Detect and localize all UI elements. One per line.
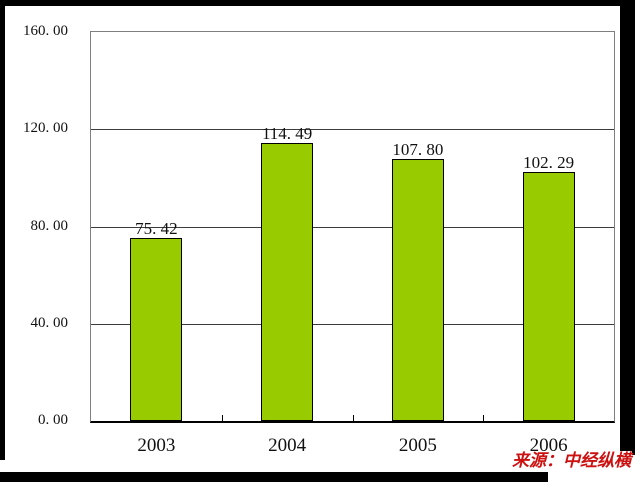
bar-2005 bbox=[391, 158, 444, 421]
gridline-80 bbox=[91, 226, 614, 228]
bar-value-label: 107. 80 bbox=[392, 139, 444, 159]
bar-2006 bbox=[522, 172, 575, 421]
y-axis-label-120: 120. 00 bbox=[23, 120, 68, 137]
bar-value-label: 114. 49 bbox=[261, 123, 313, 143]
x-axis-tick bbox=[352, 415, 354, 421]
x-axis-label-2006: 2006 bbox=[529, 435, 568, 456]
frame-border-bottom bbox=[0, 472, 548, 482]
y-axis-label-40: 40. 00 bbox=[30, 314, 69, 331]
plot-area bbox=[90, 31, 615, 423]
x-axis-label-2005: 2005 bbox=[398, 435, 437, 456]
x-axis-tick bbox=[221, 415, 223, 421]
gridline-40 bbox=[91, 323, 614, 325]
frame-border-top bbox=[0, 0, 635, 6]
bar-value-label: 102. 29 bbox=[523, 153, 575, 173]
gridline-120 bbox=[91, 129, 614, 131]
bar-2004 bbox=[261, 142, 314, 421]
frame-border-left bbox=[0, 0, 5, 460]
y-axis-label-160: 160. 00 bbox=[23, 23, 68, 39]
x-axis-label-2003: 2003 bbox=[137, 435, 176, 456]
bar-2003 bbox=[130, 237, 183, 421]
source-note: 来源：中经纵横 bbox=[511, 451, 632, 471]
y-axis-label-0: 0. 00 bbox=[38, 412, 68, 428]
x-axis-label-2004: 2004 bbox=[268, 435, 307, 456]
y-axis-label-80: 80. 00 bbox=[30, 217, 69, 234]
x-axis-tick bbox=[483, 415, 485, 421]
bar-value-label: 75. 42 bbox=[135, 218, 178, 238]
frame-border-right bbox=[620, 0, 635, 455]
